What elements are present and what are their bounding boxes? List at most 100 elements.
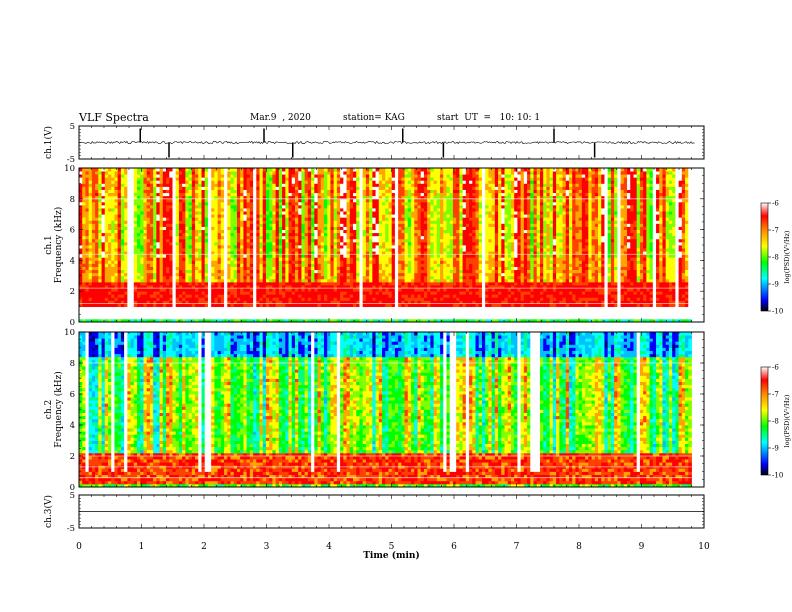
spectrogram-cell: [233, 226, 238, 230]
spectrogram-cell: [385, 214, 389, 218]
spectrogram-cell: [159, 238, 164, 243]
spectrogram-cell: [140, 272, 144, 277]
spectrogram-cell: [356, 177, 360, 181]
spectrogram-cell: [294, 220, 299, 224]
spectrogram-cell: [95, 217, 99, 221]
spectrogram-cell: [124, 220, 128, 224]
spectrogram-cell: [324, 266, 328, 271]
spectrogram-cell: [233, 263, 238, 267]
spectrogram-cell: [240, 180, 244, 184]
spectrogram-cell: [240, 198, 244, 203]
spectrogram-cell: [124, 288, 128, 292]
spectrogram-cell: [259, 177, 264, 181]
spectrogram-cell: [149, 220, 154, 224]
spectrogram-cell: [156, 272, 160, 277]
spectrogram-cell: [362, 180, 367, 184]
spectrogram-cell: [336, 186, 341, 190]
spectrogram-cell: [317, 309, 322, 314]
spectrogram-cell: [82, 266, 86, 271]
spectrogram-cell: [120, 214, 125, 218]
spectrogram-cell: [233, 192, 238, 197]
spectrogram-cell: [369, 318, 373, 323]
spectrogram-cell: [124, 281, 128, 286]
spectrogram-cell: [394, 195, 399, 200]
spectrogram-cell: [243, 291, 248, 295]
spectrogram-cell: [346, 214, 351, 218]
spectrogram-cell: [117, 226, 122, 230]
spectrogram-cell: [317, 217, 322, 221]
spectrogram-cell: [79, 177, 83, 181]
spectrogram-cell: [214, 269, 219, 274]
spectrogram-cell: [314, 238, 318, 243]
spectrogram-cell: [356, 235, 360, 240]
spectrogram-cell: [140, 180, 144, 184]
spectrogram-cell: [201, 183, 206, 187]
spectrogram-cell: [311, 309, 315, 314]
spectrogram-cell: [365, 226, 370, 230]
spectrogram-cell: [382, 192, 386, 197]
spectrogram-cell: [201, 189, 206, 194]
spectrogram-cell: [253, 251, 257, 255]
spectrogram-cell: [91, 232, 96, 237]
spectrogram-cell: [182, 260, 186, 264]
spectrogram-cell: [353, 315, 357, 320]
spectrogram-cell: [265, 229, 270, 234]
spectrogram-cell: [198, 168, 202, 172]
spectrogram-cell: [369, 195, 373, 200]
spectrogram-cell: [201, 275, 206, 280]
spectrogram-cell: [162, 223, 167, 227]
spectrogram-cell: [294, 198, 299, 203]
spectrogram-cell: [91, 251, 96, 255]
spectrogram-cell: [256, 315, 260, 320]
spectrogram-cell: [327, 291, 331, 295]
spectrogram-cell: [278, 168, 283, 172]
spectrogram-cell: [140, 251, 144, 255]
spectrogram-cell: [330, 260, 335, 264]
spectrogram-cell: [259, 294, 264, 298]
spectrogram-cell: [201, 248, 206, 252]
spectrogram-cell: [314, 192, 318, 197]
spectrogram-cell: [249, 223, 254, 227]
spectrogram-cell: [211, 300, 215, 304]
spectrogram-cell: [320, 220, 325, 224]
spectrogram-cell: [140, 291, 144, 295]
spectrogram-cell: [253, 229, 257, 234]
spectrogram-cell: [372, 309, 376, 314]
spectrogram-cell: [353, 291, 357, 295]
spectrogram-cell: [272, 208, 277, 212]
spectrogram-cell: [320, 300, 325, 304]
spectrogram-cell: [85, 238, 90, 243]
spectrogram-cell: [114, 180, 119, 184]
spectrogram-cell: [301, 312, 306, 317]
spectrogram-cell: [153, 208, 157, 212]
spectrogram-cell: [353, 204, 357, 209]
spectrogram-cell: [372, 208, 376, 212]
spectrogram-cell: [133, 229, 138, 234]
spectrogram-cell: [224, 272, 228, 277]
spectrogram-cell: [365, 192, 370, 197]
spectrogram-cell: [172, 192, 177, 197]
spectrogram-cell: [172, 168, 177, 172]
spectrogram-cell: [330, 297, 335, 301]
spectrogram-cell: [166, 232, 170, 237]
spectrogram-cell: [330, 251, 335, 255]
spectrogram-cell: [172, 241, 177, 246]
spectrogram-cell: [162, 257, 167, 261]
spectrogram-cell: [114, 263, 119, 267]
spectrogram-cell: [253, 189, 257, 194]
spectrogram-cell: [95, 201, 99, 206]
spectrogram-cell: [362, 281, 367, 286]
spectrogram-cell: [108, 211, 112, 215]
spectrogram-cell: [314, 266, 318, 271]
spectrogram-cell: [336, 195, 341, 200]
spectrogram-cell: [88, 266, 93, 271]
spectrogram-cell: [108, 217, 112, 221]
spectrogram-cell: [304, 309, 309, 314]
spectrogram-cell: [265, 189, 270, 194]
spectrogram-cell: [185, 257, 189, 261]
spectrogram-cell: [285, 297, 289, 301]
spectrogram-cell: [340, 260, 344, 264]
spectrogram-cell: [317, 272, 322, 277]
spectrogram-cell: [240, 232, 244, 237]
spectrogram-cell: [224, 177, 228, 181]
